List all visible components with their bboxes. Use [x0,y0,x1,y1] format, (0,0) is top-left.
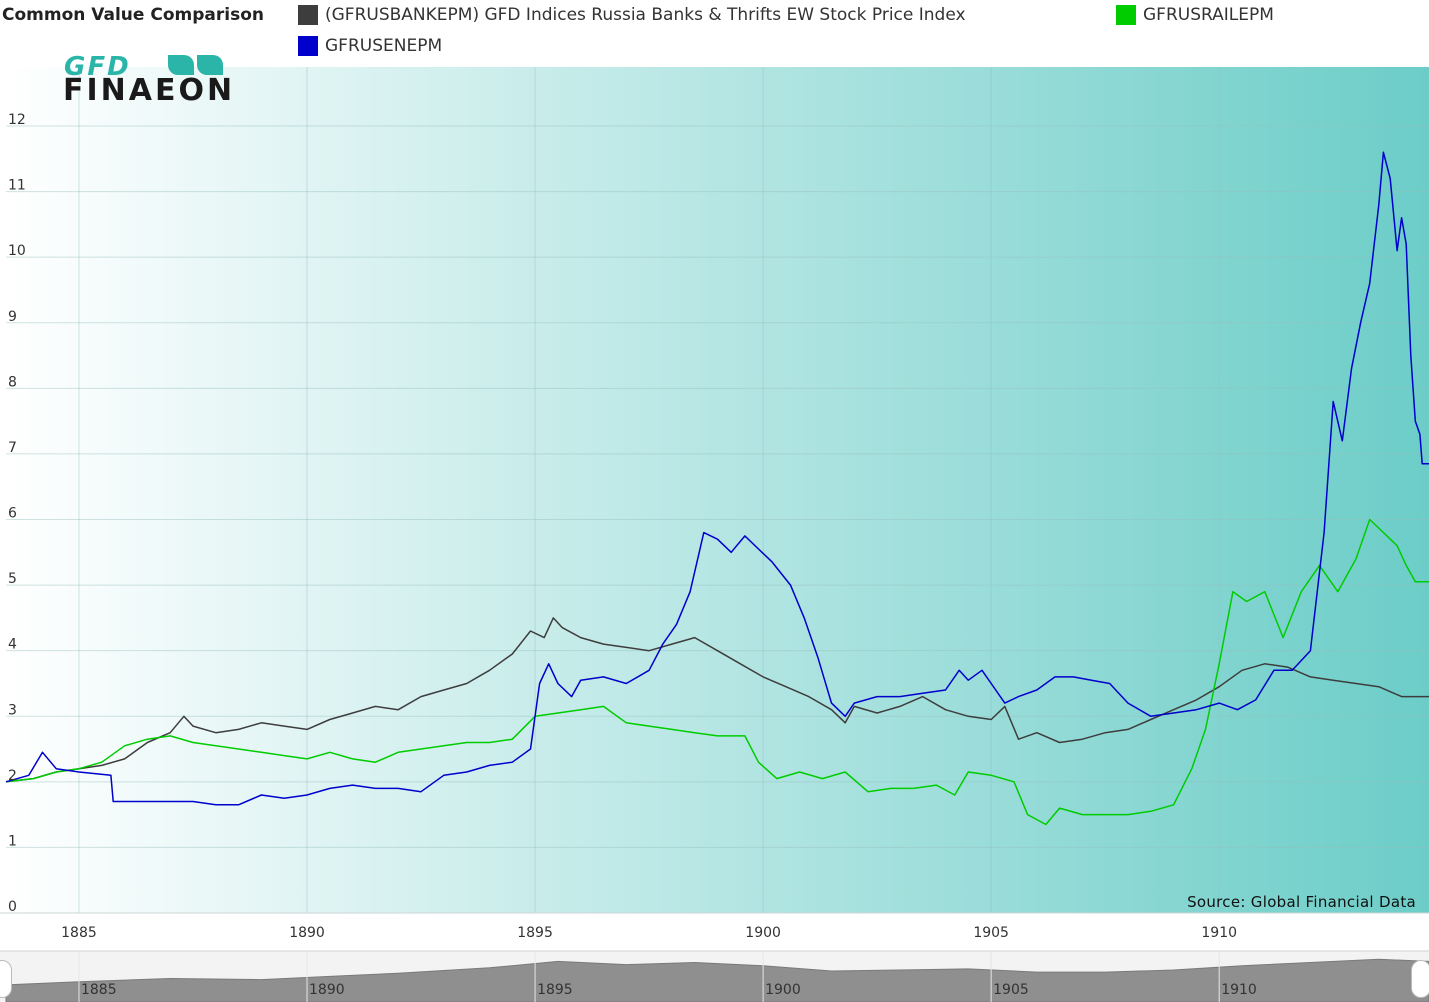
legend-swatch-bank [298,5,318,25]
navigator-label: 1900 [765,982,801,998]
y-tick-label: 6 [8,506,17,522]
y-tick-label: 12 [8,112,26,128]
legend-item-rail[interactable]: GFRUSRAILEPM [1116,5,1274,25]
x-tick-label: 1910 [1201,925,1237,941]
navigator-area [5,958,1429,1002]
x-tick-label: 1900 [745,925,781,941]
legend-label-energy: GFRUSENEPM [325,36,443,56]
legend-item-energy[interactable]: GFRUSENEPM [298,36,442,56]
logo-gfd-text: GFD [64,52,131,82]
y-tick-label: 11 [8,178,26,194]
navigator-label: 1890 [309,982,345,998]
x-tick-label: 1885 [61,925,97,941]
source-note: Source: Global Financial Data [1187,893,1416,911]
logo-finaeon-text: FINAEON [63,73,236,108]
y-tick-label: 0 [8,899,17,915]
x-tick-label: 1890 [289,925,325,941]
legend-swatch-energy [298,36,318,56]
y-tick-label: 4 [8,637,17,653]
x-tick-label: 1905 [973,925,1009,941]
y-tick-label: 9 [8,309,17,325]
series-line-rail [5,518,1429,826]
y-tick-label: 10 [8,243,26,259]
y-tick-label: 7 [8,440,17,456]
legend-label-bank: (GFRUSBANKEPM) GFD Indices Russia Banks … [325,5,966,25]
series-line-energy [5,151,1429,806]
navigator-label: 1910 [1221,982,1257,998]
y-tick-label: 8 [8,374,17,390]
navigator-label: 1895 [537,982,573,998]
navigator-label: 1905 [993,982,1029,998]
y-tick-label: 3 [8,702,17,718]
y-tick-label: 5 [8,571,17,587]
navigator-right-handle[interactable] [1411,960,1429,998]
legend-label-rail: GFRUSRAILEPM [1143,5,1274,25]
series-layer [5,151,1429,826]
y-tick-label: 1 [8,833,17,849]
grid-lines [0,67,1429,914]
x-tick-label: 1895 [517,925,553,941]
logo-leaf-icon [168,55,223,75]
navigator-left-handle[interactable] [0,960,12,998]
plot-area [6,67,1429,913]
series-line-bank [5,617,1429,783]
chart-title: Common Value Comparison [2,5,264,25]
legend-swatch-rail [1116,5,1136,25]
y-tick-label: 2 [8,768,17,784]
legend-item-bank[interactable]: (GFRUSBANKEPM) GFD Indices Russia Banks … [298,5,966,25]
navigator-label: 1885 [81,982,117,998]
navigator[interactable]: 1885 1890 1895 1900 1905 1910 [0,950,1429,1002]
x-axis-labels: 1885 1890 1895 1900 1905 1910 [61,925,1237,941]
